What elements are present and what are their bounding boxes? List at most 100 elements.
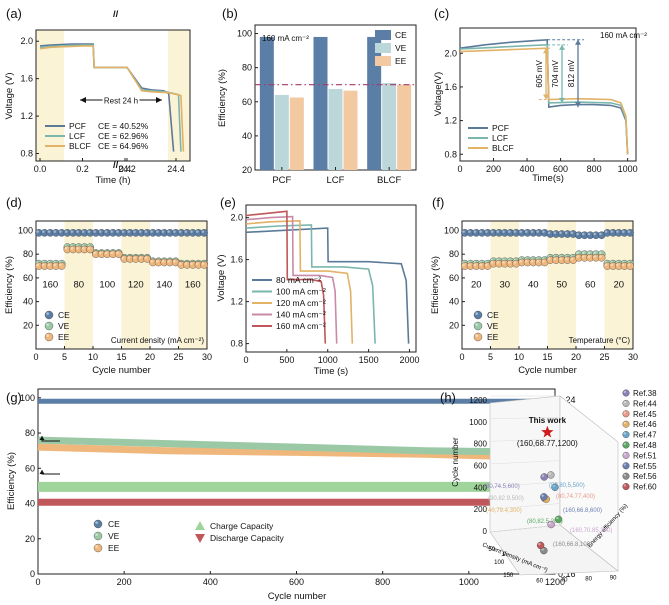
rest-annotation: Rest 24 h bbox=[104, 97, 138, 106]
z-tick-label: 400 bbox=[474, 483, 488, 492]
legend-marker-shine bbox=[623, 390, 626, 393]
data-point-label: (30,82.9,500) bbox=[488, 496, 524, 502]
data-point-ref44-shine bbox=[548, 472, 551, 475]
x-tick-label: 200 bbox=[117, 577, 132, 587]
x-axis-label: Cycle number bbox=[268, 591, 327, 602]
data-point-label: (160,68.77,1200) bbox=[517, 439, 578, 448]
data-point-ce-shine bbox=[167, 230, 170, 233]
y-tick-label: 20 bbox=[23, 320, 33, 330]
data-point-ee-shine bbox=[76, 246, 79, 250]
data-point-ee-shine bbox=[87, 246, 91, 250]
panel-label: (f) bbox=[432, 195, 444, 210]
data-point-ce-shine bbox=[110, 230, 113, 233]
data-point-ref51 bbox=[547, 520, 555, 529]
legend-label: EE bbox=[395, 56, 407, 66]
data-point-ee-shine bbox=[570, 257, 574, 261]
legend-label: VE bbox=[487, 321, 499, 331]
bar-ee bbox=[289, 97, 304, 170]
y-tick-label: 60 bbox=[449, 273, 459, 283]
data-point-ce-shine bbox=[173, 230, 176, 233]
category-label: PCF bbox=[272, 175, 291, 186]
data-point-ce-shine bbox=[87, 230, 91, 233]
legend-label: Ref.56 bbox=[633, 472, 657, 481]
legend-marker-shine bbox=[46, 312, 49, 315]
legend-marker-shine bbox=[475, 312, 478, 315]
y-axis-label: Voltage (V) bbox=[216, 255, 227, 302]
series-line-pcf bbox=[459, 38, 629, 155]
x-tick-label: 0.2 bbox=[76, 164, 89, 174]
z-gridline bbox=[489, 481, 561, 487]
x-tick-label: 24.2 bbox=[118, 164, 136, 174]
y-axis-label: Efficiency (%) bbox=[4, 256, 15, 314]
data-point-ee-shine bbox=[184, 262, 188, 265]
legend-marker-shine bbox=[46, 334, 49, 337]
segment-label: 160 bbox=[42, 279, 58, 290]
legend-label: Ref.38 bbox=[633, 389, 657, 398]
legend-marker-shine bbox=[475, 323, 478, 326]
data-point-ce-shine bbox=[150, 230, 153, 233]
arrow-head bbox=[39, 470, 45, 474]
data-point-ce-shine bbox=[36, 230, 39, 233]
legend-label: Ref.47 bbox=[633, 431, 657, 440]
data-point-ce-shine bbox=[536, 230, 539, 233]
x-axis-label: Cycle number bbox=[518, 365, 577, 376]
data-point-ee bbox=[626, 262, 634, 270]
legend-label: LCF bbox=[69, 131, 85, 141]
data-point-ee-shine bbox=[525, 259, 528, 263]
data-point-ee-shine bbox=[513, 261, 517, 264]
data-point-ce-shine bbox=[161, 230, 165, 233]
x-tick-label: 1000 bbox=[318, 355, 338, 365]
current-density-annotation: 160 mA cm⁻² bbox=[600, 31, 647, 40]
data-point-ee-shine bbox=[564, 257, 568, 261]
segment-label: 50 bbox=[556, 279, 567, 290]
data-point-ee-shine bbox=[553, 257, 557, 261]
data-point-ce-shine bbox=[59, 230, 62, 233]
voltage-gap-label: 812 mV bbox=[567, 59, 576, 87]
z-gridline bbox=[489, 438, 561, 442]
x-tick-label: 15 bbox=[542, 352, 552, 362]
cd-tick-label: 100 bbox=[494, 560, 505, 566]
data-point-ce-shine bbox=[587, 232, 591, 236]
data-point-ee-shine bbox=[587, 255, 591, 258]
data-point-ce-shine bbox=[610, 230, 614, 233]
z-tick-label: 200 bbox=[474, 505, 488, 514]
legend-marker bbox=[622, 472, 630, 480]
cd-tick-label: 150 bbox=[503, 573, 514, 579]
y-tick-label: 1.6 bbox=[20, 74, 33, 84]
arrow-head bbox=[575, 102, 581, 108]
data-point-ce-shine bbox=[195, 230, 199, 233]
data-point-ce-shine bbox=[627, 230, 631, 233]
legend-label: Ref.45 bbox=[633, 410, 657, 419]
ce-label: CE = 64.96% bbox=[98, 141, 149, 151]
data-point-ee-shine bbox=[93, 251, 96, 255]
y-tick-label: 0.8 bbox=[230, 339, 243, 349]
data-point-ee-shine bbox=[610, 263, 614, 267]
legend-label: PCF bbox=[492, 123, 509, 133]
arrow-head bbox=[559, 44, 565, 50]
x-tick-label: 0 bbox=[35, 577, 40, 587]
data-point-ce-shine bbox=[547, 231, 551, 235]
data-point-ce-shine bbox=[496, 230, 500, 233]
data-point-ee-shine bbox=[576, 255, 579, 258]
segment-band bbox=[64, 221, 93, 349]
data-point-ce-shine bbox=[542, 230, 545, 233]
voltage-gap-label: 605 mV bbox=[535, 59, 544, 87]
data-point-ce-shine bbox=[564, 231, 568, 235]
y-tick-label: 60 bbox=[242, 97, 252, 107]
data-point-ce-shine bbox=[604, 230, 608, 233]
data-point-ee-shine bbox=[156, 259, 159, 263]
x-tick-label: 1500 bbox=[359, 355, 379, 365]
category-label: BLCF bbox=[377, 175, 401, 186]
data-point-ee-shine bbox=[502, 261, 505, 264]
x-tick-label: 0.0 bbox=[34, 164, 47, 174]
legend-swatch bbox=[375, 30, 391, 40]
legend-label: 160 mA cm⁻² bbox=[276, 321, 326, 331]
y-tick-label: 0.8 bbox=[20, 149, 33, 159]
segment-label: 160 bbox=[185, 279, 201, 290]
charge-band bbox=[36, 30, 64, 161]
legend-marker-shine bbox=[95, 533, 98, 536]
data-point-ee-shine bbox=[47, 263, 51, 267]
x-tick-label: 400 bbox=[520, 164, 535, 174]
segment-band bbox=[547, 221, 576, 349]
legend-marker bbox=[622, 483, 630, 491]
